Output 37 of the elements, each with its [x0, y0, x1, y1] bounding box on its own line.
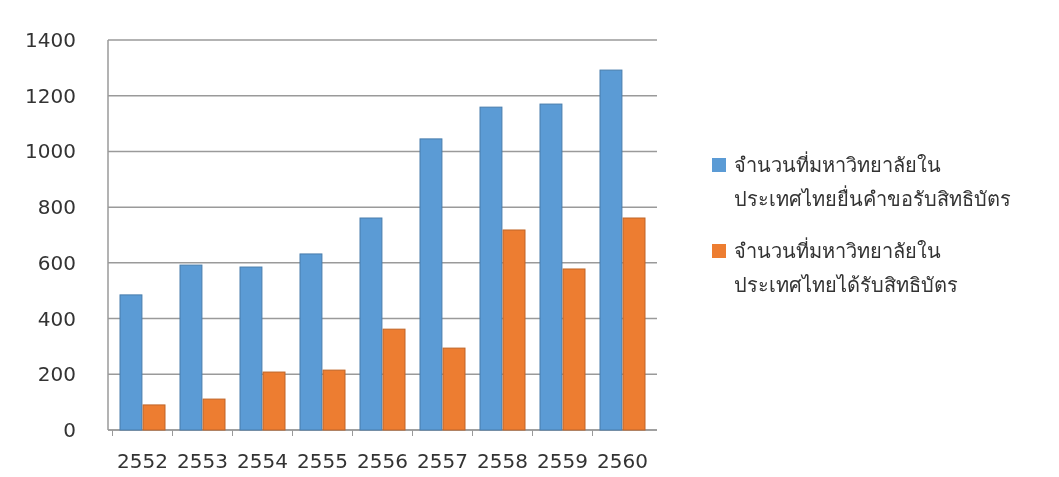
- bar: [599, 69, 623, 431]
- y-tick-label: 1400: [25, 28, 76, 52]
- bar: [142, 404, 166, 431]
- bar: [322, 369, 346, 431]
- legend-label: จำนวนที่มหาวิทยาลัยในประเทศไทยได้รับสิทธิบัตร: [734, 236, 959, 299]
- bar: [382, 328, 406, 431]
- bar: [502, 229, 526, 431]
- bar: [622, 217, 646, 431]
- bar: [442, 347, 466, 431]
- x-tick-label: 2560: [597, 449, 648, 473]
- bar: [479, 106, 503, 431]
- bar: [119, 294, 143, 431]
- x-tick-label: 2554: [237, 449, 288, 473]
- bar: [539, 103, 563, 431]
- x-tick-label: 2556: [357, 449, 408, 473]
- y-tick-label: 800: [37, 195, 76, 220]
- bar: [262, 371, 286, 431]
- bar: [562, 268, 586, 431]
- y-tick-label: 200: [37, 362, 76, 387]
- y-tick-label: 0: [63, 418, 76, 442]
- y-tick-label: 1200: [25, 83, 76, 108]
- bar: [179, 264, 203, 431]
- y-tick-label: 1000: [25, 139, 76, 164]
- y-tick-label: 400: [37, 306, 76, 331]
- x-tick-label: 2555: [297, 449, 348, 473]
- bar: [299, 253, 323, 431]
- bar: [359, 217, 383, 431]
- x-tick-label: 2559: [537, 449, 588, 473]
- x-tick-label: 2553: [177, 449, 228, 473]
- x-tick-label: 2552: [117, 449, 168, 473]
- legend-label: จำนวนที่มหาวิทยาลัยในประเทศไทยยื่นคำขอรับสิทธิบัตร: [734, 150, 1012, 213]
- bar: [239, 266, 263, 431]
- x-tick-label: 2558: [477, 449, 528, 473]
- x-tick-label: 2557: [417, 449, 468, 473]
- bar: [202, 398, 226, 431]
- bar: [419, 138, 443, 431]
- y-tick-label: 600: [37, 250, 76, 275]
